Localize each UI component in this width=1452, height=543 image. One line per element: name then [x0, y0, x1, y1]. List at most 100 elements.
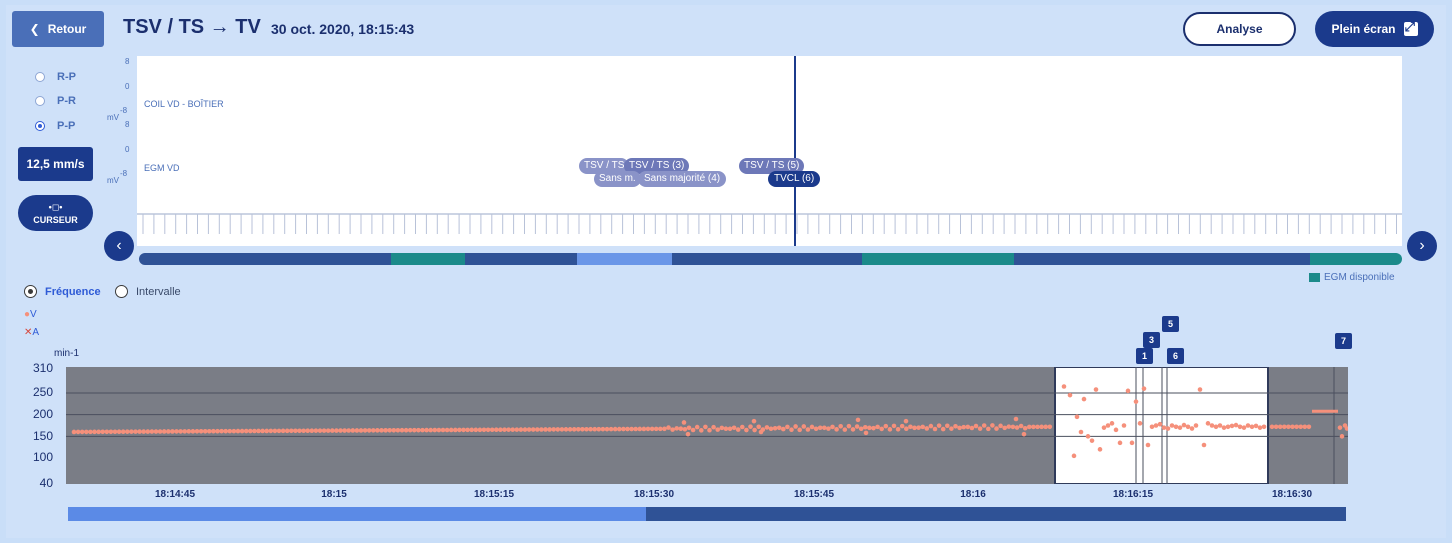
- timeline-scrollbar[interactable]: [68, 507, 1346, 521]
- v-point: [1022, 425, 1028, 431]
- annotation-sans-m[interactable]: Sans m.: [594, 171, 641, 187]
- v-point: [1233, 422, 1239, 428]
- v-point: [174, 429, 179, 434]
- v-point: [580, 426, 585, 432]
- egm-panel[interactable]: COIL VD - BOÎTIER EGM VD TSV / TS TSV / …: [137, 56, 1402, 246]
- v-point: [625, 426, 630, 432]
- v-point: [715, 427, 720, 432]
- v-point: [686, 425, 692, 431]
- legend-label: EGM disponible: [1324, 272, 1395, 283]
- v-point: [834, 427, 839, 432]
- radio-p-r[interactable]: P-R: [35, 95, 76, 107]
- v-point: [1035, 424, 1040, 430]
- egm-availability-bar[interactable]: [139, 253, 1402, 265]
- speed-button[interactable]: 12,5 mm/s: [18, 147, 93, 181]
- v-point: [1078, 429, 1084, 435]
- v-point: [674, 426, 679, 431]
- fullscreen-button[interactable]: Plein écran: [1315, 11, 1434, 47]
- v-point: [916, 425, 921, 430]
- v-point: [1093, 387, 1099, 392]
- v-point: [936, 423, 942, 428]
- v-point: [1039, 424, 1044, 430]
- v-point: [465, 427, 470, 433]
- v-point: [744, 427, 749, 433]
- v-point: [219, 428, 224, 434]
- expand-icon: [1403, 19, 1418, 36]
- v-point: [383, 428, 388, 433]
- v-point: [633, 426, 638, 432]
- radio-p-p[interactable]: P-P: [35, 120, 75, 132]
- timeline-thumb[interactable]: [68, 507, 646, 521]
- v-point: [994, 426, 999, 431]
- back-button[interactable]: ❮ Retour: [12, 11, 104, 47]
- scale-top-2: 8: [125, 120, 130, 129]
- v-point: [510, 427, 515, 432]
- v-point: [850, 427, 856, 432]
- marker-1[interactable]: 1: [1136, 348, 1153, 364]
- v-point: [1306, 424, 1312, 430]
- v-point: [1205, 421, 1211, 426]
- annotation-tvcl-6[interactable]: TVCL (6): [768, 171, 821, 187]
- v-point: [149, 429, 155, 434]
- v-point: [740, 424, 745, 430]
- v-point: [305, 428, 310, 434]
- v-point: [342, 428, 347, 433]
- analyse-button[interactable]: Analyse: [1183, 12, 1296, 46]
- v-point: [899, 423, 905, 429]
- v-point: [908, 424, 913, 430]
- v-point: [227, 428, 233, 434]
- annotation-tsv-ts[interactable]: TSV / TS: [579, 158, 630, 174]
- scale-unit-2: mV: [107, 176, 119, 185]
- mode-intervalle[interactable]: Intervalle: [115, 285, 181, 298]
- trend-plot[interactable]: [66, 367, 1348, 484]
- cursor-button[interactable]: •◻• CURSEUR: [18, 195, 93, 231]
- v-point: [1249, 424, 1255, 430]
- egm-prev-button[interactable]: ‹: [104, 231, 134, 261]
- v-point: [239, 428, 245, 434]
- v-point: [313, 428, 319, 433]
- v-point: [108, 429, 114, 435]
- v-point: [826, 426, 831, 431]
- v-point: [350, 428, 356, 433]
- v-point: [953, 424, 958, 429]
- mode-label: Fréquence: [45, 285, 101, 298]
- v-point: [424, 427, 429, 433]
- mode-frequence[interactable]: Fréquence: [24, 285, 101, 298]
- v-point: [469, 427, 475, 433]
- marker-7[interactable]: 7: [1335, 333, 1352, 349]
- v-point: [617, 426, 622, 432]
- radio-r-p[interactable]: R-P: [35, 71, 76, 83]
- egm-legend: EGM disponible: [1309, 272, 1395, 283]
- v-point: [629, 426, 634, 432]
- xtick-8: 18:16:30: [1271, 489, 1313, 500]
- annotation-tsv-ts-5[interactable]: TSV / TS (5): [739, 158, 805, 174]
- v-point: [567, 427, 573, 432]
- v-point: [448, 427, 454, 433]
- egm-ticks: [137, 213, 1402, 234]
- v-point: [457, 427, 462, 433]
- marker-3[interactable]: 3: [1143, 332, 1160, 348]
- v-point: [358, 428, 364, 433]
- v-point: [678, 426, 684, 431]
- v-point: [1165, 426, 1171, 431]
- cursor-line[interactable]: [794, 56, 796, 246]
- marker-6[interactable]: 6: [1167, 348, 1184, 364]
- v-point: [178, 429, 183, 434]
- v-point: [1161, 425, 1167, 430]
- v-point: [539, 427, 544, 432]
- v-point: [727, 426, 733, 432]
- marker-5[interactable]: 5: [1162, 316, 1179, 332]
- v-point: [928, 423, 934, 429]
- v-point: [547, 427, 552, 432]
- egm-next-button[interactable]: ›: [1407, 231, 1437, 261]
- v-point: [412, 427, 417, 433]
- annotation-sans-majorite-4[interactable]: Sans majorité (4): [638, 171, 727, 187]
- annotation-tsv-ts-3[interactable]: TSV / TS (3): [624, 158, 690, 174]
- v-point: [1257, 425, 1263, 430]
- v-point: [1225, 424, 1231, 430]
- v-point: [1006, 424, 1012, 429]
- v-point: [1027, 424, 1032, 430]
- v-point: [1105, 423, 1111, 428]
- v-point: [854, 424, 860, 429]
- v-point: [1137, 421, 1143, 426]
